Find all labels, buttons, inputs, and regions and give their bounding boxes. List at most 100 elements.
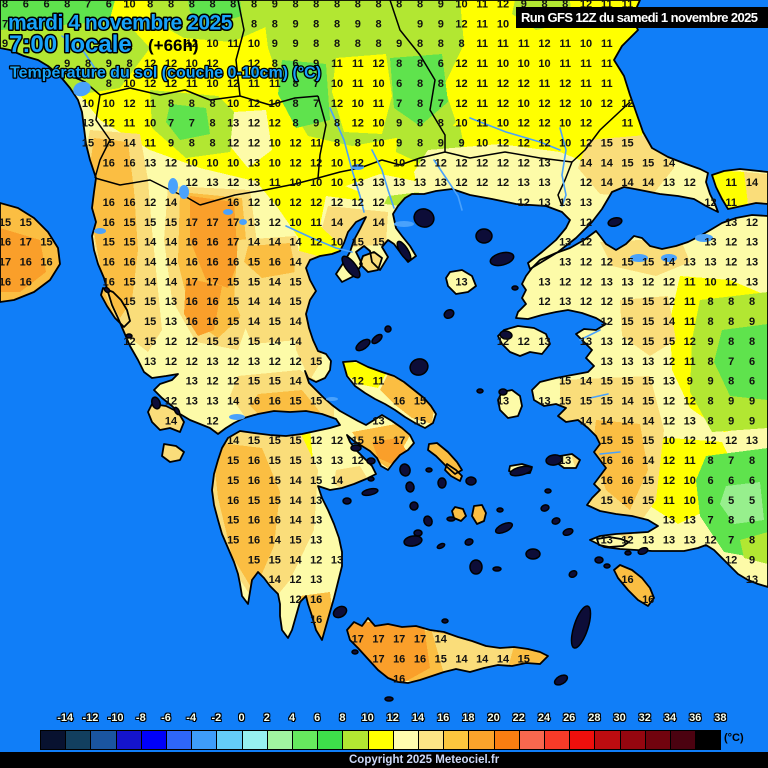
svg-text:13: 13 <box>559 455 571 467</box>
svg-text:15: 15 <box>269 376 281 388</box>
svg-text:16: 16 <box>621 455 633 467</box>
svg-text:9: 9 <box>292 18 298 30</box>
svg-text:12: 12 <box>684 396 696 408</box>
svg-text:15: 15 <box>269 435 281 447</box>
svg-text:8: 8 <box>417 58 423 70</box>
svg-text:12: 12 <box>186 177 198 189</box>
svg-text:16: 16 <box>227 257 239 269</box>
svg-text:12: 12 <box>414 157 426 169</box>
svg-text:17: 17 <box>414 634 426 646</box>
svg-text:15: 15 <box>227 316 239 328</box>
svg-text:8: 8 <box>272 58 278 70</box>
svg-text:16: 16 <box>621 495 633 507</box>
svg-text:8: 8 <box>707 296 713 308</box>
svg-text:12: 12 <box>704 535 716 547</box>
svg-text:12: 12 <box>684 177 696 189</box>
svg-text:14: 14 <box>289 515 302 527</box>
svg-text:12: 12 <box>144 58 156 70</box>
svg-text:17: 17 <box>227 217 239 229</box>
svg-text:13: 13 <box>538 336 550 348</box>
svg-text:9: 9 <box>749 554 755 566</box>
svg-text:6: 6 <box>23 0 29 11</box>
svg-text:6: 6 <box>728 475 734 487</box>
svg-text:11: 11 <box>725 197 737 209</box>
svg-text:12: 12 <box>352 157 364 169</box>
svg-text:9: 9 <box>728 396 734 408</box>
svg-text:8: 8 <box>209 118 215 130</box>
svg-text:15: 15 <box>144 296 156 308</box>
svg-text:12: 12 <box>580 237 592 249</box>
svg-text:8: 8 <box>355 138 361 150</box>
svg-text:9: 9 <box>521 0 527 11</box>
svg-text:9: 9 <box>313 118 319 130</box>
svg-text:8: 8 <box>707 455 713 467</box>
svg-text:12: 12 <box>580 0 592 11</box>
svg-text:8: 8 <box>749 535 755 547</box>
svg-text:10: 10 <box>186 157 198 169</box>
svg-text:15: 15 <box>310 475 322 487</box>
svg-text:14: 14 <box>663 257 676 269</box>
svg-text:12: 12 <box>248 138 260 150</box>
svg-text:11: 11 <box>518 38 530 50</box>
svg-text:13: 13 <box>518 177 530 189</box>
svg-text:14: 14 <box>580 376 593 388</box>
svg-text:7: 7 <box>728 535 734 547</box>
svg-text:8: 8 <box>251 0 257 11</box>
svg-text:6: 6 <box>707 495 713 507</box>
svg-text:8: 8 <box>417 118 423 130</box>
svg-text:13: 13 <box>248 177 260 189</box>
svg-text:10: 10 <box>331 177 343 189</box>
svg-text:12: 12 <box>248 118 260 130</box>
svg-text:11: 11 <box>144 138 156 150</box>
svg-text:15: 15 <box>289 455 301 467</box>
svg-text:11: 11 <box>725 177 737 189</box>
svg-text:9: 9 <box>749 415 755 427</box>
svg-text:13: 13 <box>746 574 758 586</box>
svg-text:9: 9 <box>313 58 319 70</box>
svg-text:16: 16 <box>310 594 322 606</box>
svg-text:13: 13 <box>310 515 322 527</box>
svg-text:14: 14 <box>372 217 385 229</box>
svg-text:12: 12 <box>352 376 364 388</box>
svg-text:14: 14 <box>165 257 178 269</box>
svg-text:14: 14 <box>269 535 282 547</box>
svg-text:10: 10 <box>227 157 239 169</box>
svg-text:13: 13 <box>601 356 613 368</box>
svg-text:12: 12 <box>518 336 530 348</box>
svg-text:6: 6 <box>43 0 49 11</box>
svg-text:12: 12 <box>227 78 239 90</box>
svg-text:8: 8 <box>458 38 464 50</box>
svg-text:10: 10 <box>663 435 675 447</box>
svg-text:13: 13 <box>559 257 571 269</box>
svg-text:15: 15 <box>248 554 260 566</box>
svg-text:6: 6 <box>749 376 755 388</box>
svg-text:9: 9 <box>707 376 713 388</box>
svg-text:12: 12 <box>538 138 550 150</box>
svg-text:13: 13 <box>248 157 260 169</box>
svg-text:9: 9 <box>396 38 402 50</box>
svg-text:12: 12 <box>538 118 550 130</box>
svg-text:16: 16 <box>393 654 405 666</box>
svg-text:12: 12 <box>144 197 156 209</box>
svg-text:9: 9 <box>749 316 755 328</box>
svg-text:10: 10 <box>269 138 281 150</box>
svg-text:12: 12 <box>559 276 571 288</box>
svg-text:13: 13 <box>206 396 218 408</box>
svg-text:10: 10 <box>518 98 530 110</box>
svg-text:12: 12 <box>289 356 301 368</box>
svg-text:15: 15 <box>663 336 675 348</box>
svg-text:16: 16 <box>248 455 260 467</box>
svg-text:10: 10 <box>269 98 281 110</box>
svg-text:12: 12 <box>580 138 592 150</box>
svg-text:12: 12 <box>704 197 716 209</box>
svg-text:9: 9 <box>396 118 402 130</box>
svg-text:7: 7 <box>728 356 734 368</box>
svg-text:14: 14 <box>331 475 344 487</box>
svg-text:17: 17 <box>227 237 239 249</box>
svg-text:12: 12 <box>725 237 737 249</box>
svg-text:14: 14 <box>289 237 302 249</box>
svg-text:12: 12 <box>310 237 322 249</box>
svg-text:14: 14 <box>144 237 157 249</box>
svg-text:9: 9 <box>292 38 298 50</box>
svg-text:8: 8 <box>189 138 195 150</box>
